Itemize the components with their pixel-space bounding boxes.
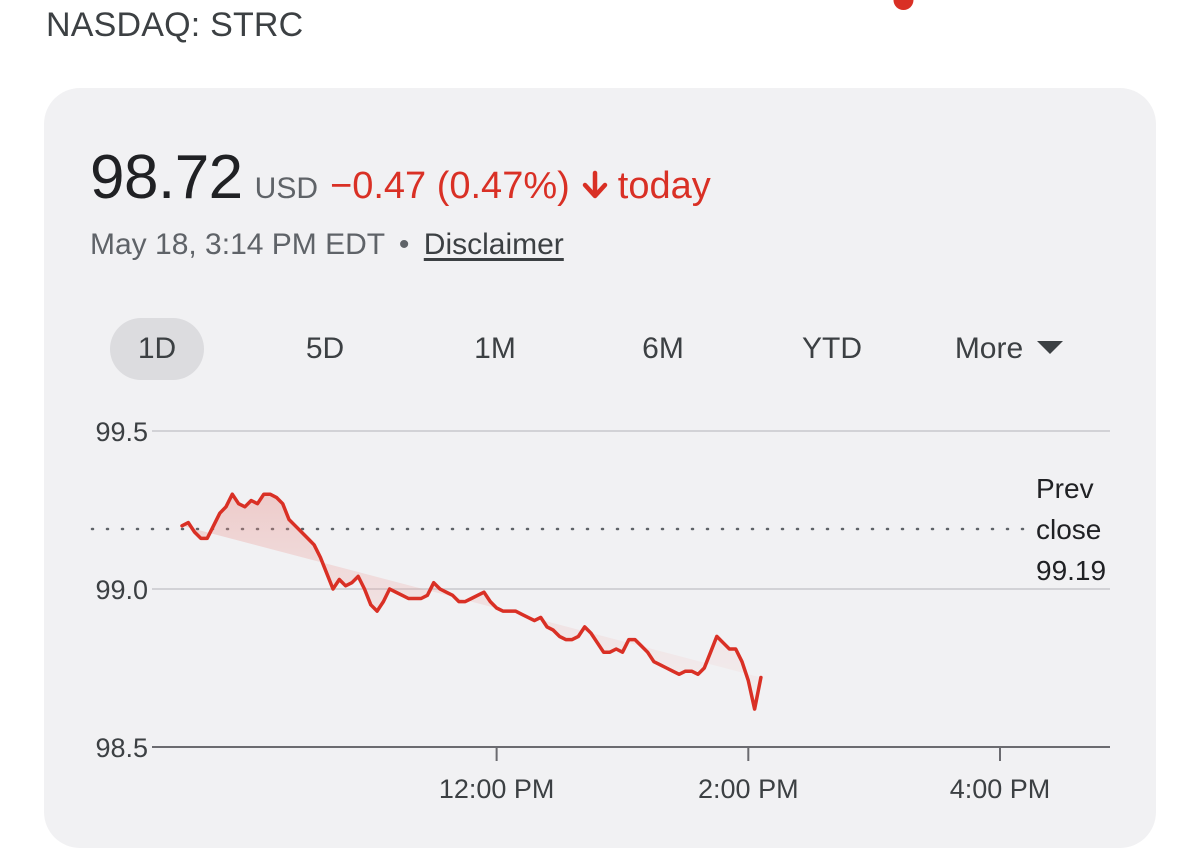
caret-down-icon — [1037, 341, 1064, 354]
y-tick-label: 99.5 — [95, 417, 148, 447]
tab-more[interactable]: More — [934, 318, 1084, 380]
currency-label: USD — [254, 172, 318, 205]
arrow-down-icon — [580, 170, 610, 200]
range-tabs: 1D 5D 1M 6M YTD More — [0, 318, 1200, 380]
prev-close-label: close — [1036, 514, 1101, 545]
tab-1m[interactable]: 1M — [448, 318, 542, 380]
y-tick-label: 99.0 — [95, 575, 148, 605]
disclaimer-link[interactable]: Disclaimer — [423, 228, 564, 261]
quote-meta: May 18, 3:14 PM EDT • Disclaimer — [90, 228, 564, 262]
tab-6m[interactable]: 6M — [616, 318, 710, 380]
x-tick-label: 12:00 PM — [439, 774, 555, 804]
prev-close-label: Prev — [1036, 473, 1094, 504]
tab-1d[interactable]: 1D — [110, 318, 204, 380]
x-tick-label: 4:00 PM — [950, 774, 1051, 804]
tab-1m-label: 1M — [474, 332, 516, 365]
x-tick-label: 2:00 PM — [698, 774, 799, 804]
series-area — [182, 494, 761, 710]
prev-close-label: 99.19 — [1036, 555, 1106, 586]
tab-ytd-label: YTD — [802, 332, 862, 365]
current-price-marker — [893, 0, 914, 10]
series-line — [180, 492, 763, 711]
current-price: 98.72 — [90, 143, 243, 212]
price-change: −0.47 (0.47%) — [330, 165, 570, 207]
change-period: today — [617, 165, 711, 207]
tab-ytd[interactable]: YTD — [784, 318, 880, 380]
price-row: 98.72 USD −0.47 (0.47%) today — [90, 142, 711, 213]
tab-5d[interactable]: 5D — [280, 318, 370, 380]
tab-5d-label: 5D — [305, 332, 345, 365]
quote-timestamp: May 18, 3:14 PM EDT — [90, 228, 385, 261]
tab-6m-label: 6M — [642, 332, 684, 365]
ticker-symbol: NASDAQ: STRC — [46, 6, 304, 44]
price-chart[interactable]: 99.5 99.0 98.5 12:00 PM 2:00 PM 4:00 PM Prev cl… — [0, 0, 1200, 830]
tab-1d-label: 1D — [137, 332, 177, 365]
meta-separator: • — [398, 228, 410, 261]
quote-card — [44, 88, 1156, 848]
y-tick-label: 98.5 — [95, 733, 148, 763]
tab-more-label: More — [954, 332, 1024, 365]
